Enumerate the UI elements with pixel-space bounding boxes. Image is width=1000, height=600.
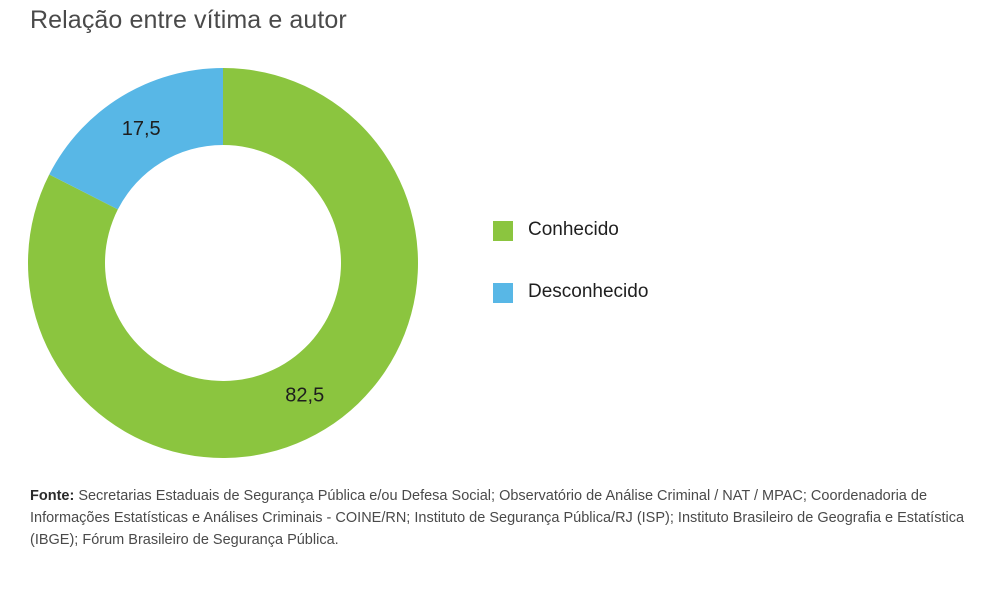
donut-slice-desconhecido xyxy=(49,68,224,210)
legend-label-conhecido: Conhecido xyxy=(528,219,619,240)
legend-label-desconhecido: Desconhecido xyxy=(528,281,649,302)
chart-title: Relação entre vítima e autor xyxy=(30,6,347,34)
data-label-desconhecido: 17,5 xyxy=(122,118,161,140)
data-label-conhecido: 82,5 xyxy=(285,385,324,407)
source-note: Fonte: Secretarias Estaduais de Seguranç… xyxy=(30,485,980,551)
source-label: Fonte: xyxy=(30,488,75,504)
donut-slice-conhecido xyxy=(27,68,418,459)
source-text: Secretarias Estaduais de Segurança Públi… xyxy=(30,488,965,548)
legend-swatch-conhecido xyxy=(493,221,513,241)
legend-swatch-desconhecido xyxy=(493,283,513,303)
